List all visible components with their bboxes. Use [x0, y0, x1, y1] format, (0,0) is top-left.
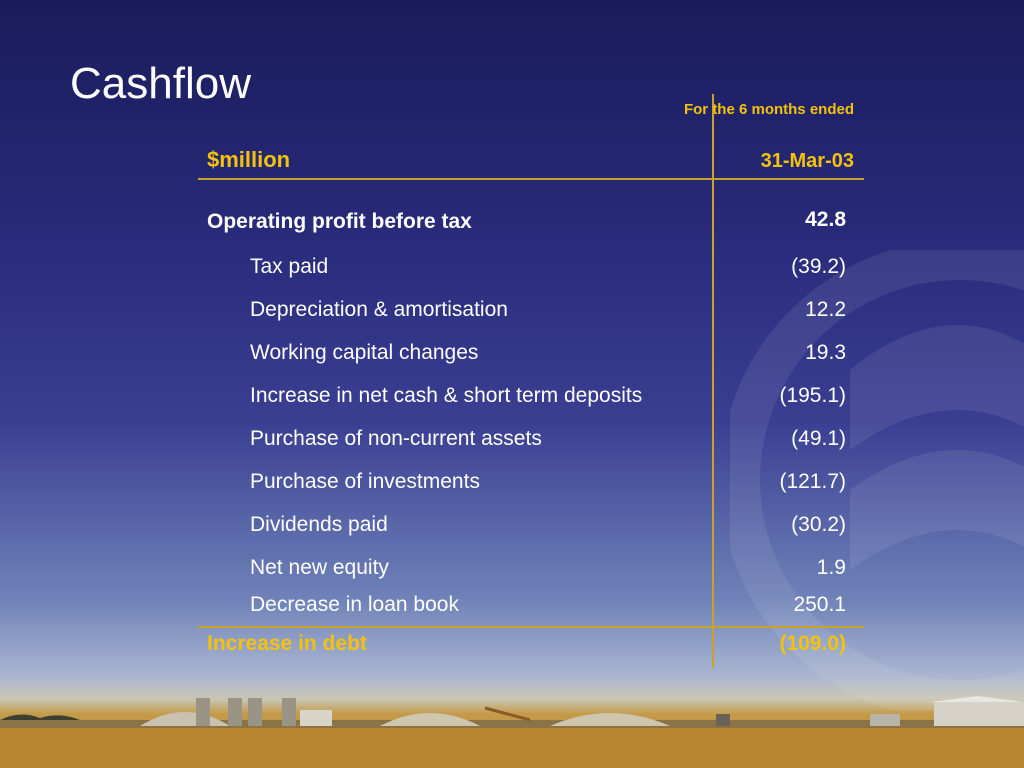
table-row: Operating profit before tax 42.8: [0, 208, 1024, 238]
table-row: Purchase of investments (121.7): [0, 470, 1024, 500]
table-row: Tax paid (39.2): [0, 255, 1024, 285]
unit-header: $million: [207, 147, 291, 172]
row-label: Decrease in loan book: [250, 593, 459, 616]
total-label: Increase in debt: [207, 632, 367, 655]
row-value: (195.1): [779, 384, 846, 407]
total-rule: [198, 626, 864, 628]
row-label: Depreciation & amortisation: [250, 298, 508, 321]
row-value: 12.2: [805, 298, 846, 321]
row-value: (49.1): [791, 427, 846, 450]
row-value: 1.9: [816, 556, 846, 579]
row-label: Tax paid: [250, 255, 329, 278]
table-row: Working capital changes 19.3: [0, 341, 1024, 371]
table-row: Increase in net cash & short term deposi…: [0, 384, 1024, 414]
row-label: Operating profit before tax: [207, 210, 472, 233]
period-header: For the 6 months ended: [683, 101, 854, 118]
row-label: Purchase of non-current assets: [250, 427, 542, 450]
row-label: Purchase of investments: [250, 470, 480, 493]
row-label: Increase in net cash & short term deposi…: [250, 384, 643, 407]
row-value: (121.7): [779, 470, 846, 493]
table-row: Net new equity 1.9: [0, 556, 1024, 586]
total-value: (109.0): [779, 632, 846, 655]
row-value: (30.2): [791, 513, 846, 536]
table-row: Decrease in loan book 250.1: [0, 593, 1024, 623]
table-row: Purchase of non-current assets (49.1): [0, 427, 1024, 457]
row-value: (39.2): [791, 255, 846, 278]
date-header: 31-Mar-03: [760, 150, 854, 172]
row-value: 19.3: [805, 341, 846, 364]
header-rule: [198, 178, 864, 180]
row-label: Net new equity: [250, 556, 389, 579]
row-label: Dividends paid: [250, 513, 388, 536]
landscape-image: [0, 696, 1024, 768]
row-value: 42.8: [805, 208, 846, 231]
table-row: Dividends paid (30.2): [0, 513, 1024, 543]
row-label: Working capital changes: [250, 341, 479, 364]
slide-title: Cashflow: [70, 59, 251, 108]
column-divider: [712, 94, 714, 668]
table-row: Depreciation & amortisation 12.2: [0, 298, 1024, 328]
row-value: 250.1: [793, 593, 846, 616]
total-row: Increase in debt (109.0): [0, 632, 1024, 662]
